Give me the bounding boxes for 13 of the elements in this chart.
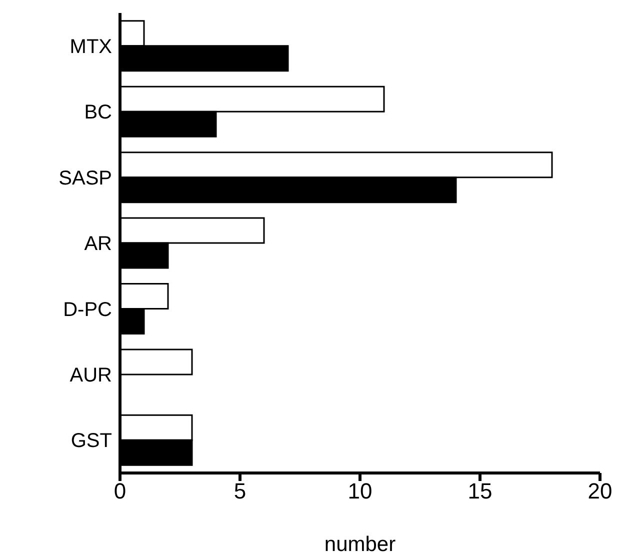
x-tick-label: 20: [588, 478, 612, 504]
x-axis-title: number: [324, 533, 396, 553]
x-tick-label: 5: [234, 478, 246, 504]
y-tick-label: GST: [70, 430, 112, 452]
y-tick-label: MTX: [70, 36, 112, 58]
x-tick-label: 0: [114, 478, 126, 504]
y-tick-label: SASP: [58, 167, 112, 190]
x-tick-label: 15: [468, 478, 492, 504]
y-tick-label: D-PC: [63, 298, 112, 321]
y-tick-label: AUR: [70, 364, 112, 387]
y-tick-label: BC: [84, 102, 112, 124]
y-tick-label: AR: [84, 233, 112, 256]
x-tick-label: 10: [348, 478, 372, 504]
